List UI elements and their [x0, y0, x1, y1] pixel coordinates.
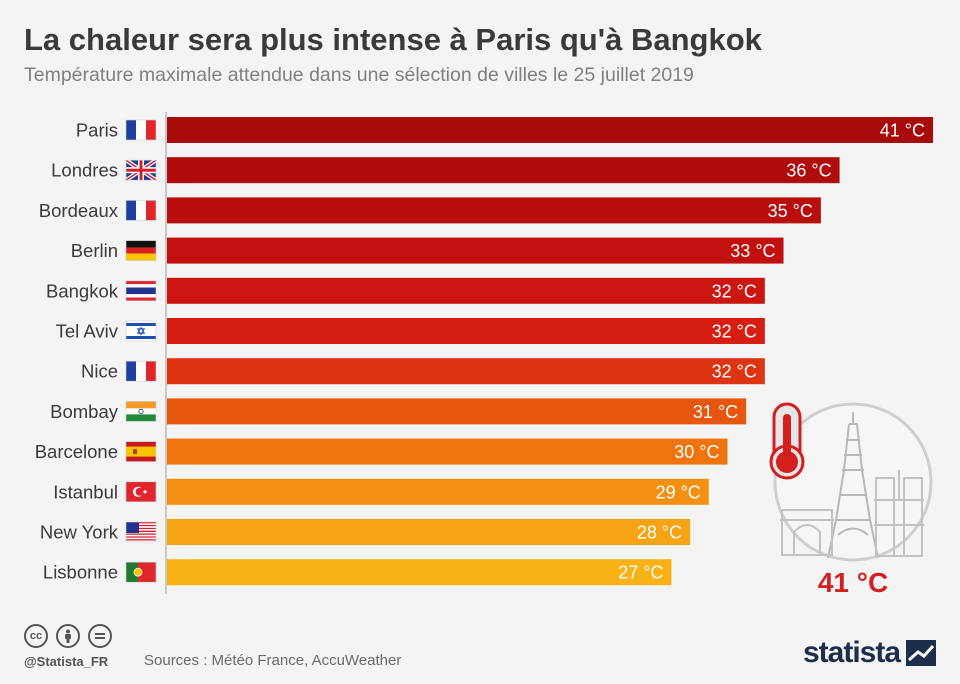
category-label: Istanbul: [53, 481, 118, 502]
data-label: 31 °C: [693, 402, 738, 422]
license-icons: cc: [24, 624, 112, 648]
data-label: 28 °C: [637, 523, 682, 543]
arc-de-triomphe-icon: [780, 509, 834, 556]
annotation-value: 41 °C: [818, 567, 888, 598]
chart-title: La chaleur sera plus intense à Paris qu'…: [24, 22, 762, 57]
bar-row-istanbul: 29 °C Istanbul: [53, 478, 709, 505]
category-label: Bombay: [50, 401, 119, 422]
cc-icon[interactable]: cc: [24, 624, 48, 648]
data-label: 27 °C: [618, 563, 663, 583]
bar-row-londres: 36 °C Londres: [51, 157, 840, 184]
brand-name: statista: [803, 636, 901, 669]
data-label: 29 °C: [656, 482, 701, 502]
category-label: Paris: [76, 120, 118, 141]
india-flag-icon: [125, 401, 157, 422]
bar: [167, 478, 709, 505]
bar-row-bordeaux: 35 °C Bordeaux: [39, 197, 821, 224]
chart-subtitle: Température maximale attendue dans une s…: [24, 64, 694, 86]
bar: [167, 277, 765, 304]
bar-row-bangkok: 32 °C Bangkok: [46, 277, 765, 304]
category-label: Lisbonne: [43, 562, 118, 583]
data-label: 35 °C: [768, 201, 813, 221]
bar-row-barcelone: 30 °C Barcelone: [35, 438, 728, 465]
turkey-flag-icon: [125, 481, 157, 503]
data-label: 32 °C: [712, 362, 757, 382]
bars-group: 41 °C Paris 36 °C Londres 35 °C Bordeaux 33 °C…: [35, 117, 933, 586]
spain-flag-icon: [125, 441, 157, 462]
category-label: New York: [40, 522, 119, 543]
data-label: 33 °C: [730, 241, 775, 261]
bar-row-bombay: 31 °C Bombay: [50, 398, 747, 425]
statista-logo[interactable]: statista: [803, 636, 937, 670]
no-derivatives-icon[interactable]: [88, 624, 112, 648]
category-label: Tel Aviv: [56, 321, 119, 342]
notre-dame-icon: [874, 470, 924, 557]
bar: [167, 559, 672, 586]
thermometer-icon: [769, 402, 805, 480]
statista-mark-icon: [906, 640, 937, 666]
bar: [167, 398, 747, 425]
usa-flag-icon: [125, 521, 157, 543]
portugal-flag-icon: [125, 561, 157, 583]
germany-flag-icon: [125, 240, 157, 261]
data-label: 32 °C: [712, 281, 757, 301]
category-label: Barcelone: [35, 441, 118, 462]
person-icon[interactable]: [56, 624, 80, 648]
bar-row-berlin: 33 °C Berlin: [71, 237, 784, 264]
bar-row-lisbonne: 27 °C Lisbonne: [43, 559, 672, 586]
category-label: Nice: [81, 361, 118, 382]
bar: [167, 197, 821, 224]
france-flag-icon: [125, 200, 157, 221]
israel-flag-icon: [125, 320, 157, 342]
data-label: 30 °C: [674, 442, 719, 462]
bar: [167, 237, 784, 264]
bar-row-paris: 41 °C Paris: [76, 117, 933, 143]
bar: [167, 358, 765, 385]
france-flag-icon: [125, 119, 157, 141]
thailand-flag-icon: [125, 280, 157, 302]
bar-row-tel-aviv: 32 °C Tel Aviv: [56, 318, 765, 344]
data-label: 32 °C: [712, 322, 757, 342]
category-label: Berlin: [71, 240, 118, 261]
paris-illustration: 41 °C: [769, 402, 933, 598]
bar: [167, 117, 933, 143]
bar-row-nice: 32 °C Nice: [81, 358, 765, 385]
bar: [167, 318, 765, 344]
bar: [167, 519, 691, 545]
bar-chart: 41 °C Paris 36 °C Londres 35 °C Bordeaux 33 °C…: [35, 112, 933, 598]
bar: [167, 438, 728, 465]
data-label: 36 °C: [786, 161, 831, 181]
data-label: 41 °C: [880, 121, 925, 141]
social-handle[interactable]: @Statista_FR: [24, 654, 109, 669]
uk-flag-icon: [124, 158, 158, 182]
category-label: Bordeaux: [39, 200, 119, 221]
bar-row-new-york: 28 °C New York: [40, 519, 691, 545]
bar: [167, 157, 840, 184]
france-flag-icon: [125, 360, 157, 382]
category-label: Bangkok: [46, 280, 119, 301]
sources-text: Sources : Météo France, AccuWeather: [144, 652, 402, 669]
category-label: Londres: [51, 160, 118, 181]
